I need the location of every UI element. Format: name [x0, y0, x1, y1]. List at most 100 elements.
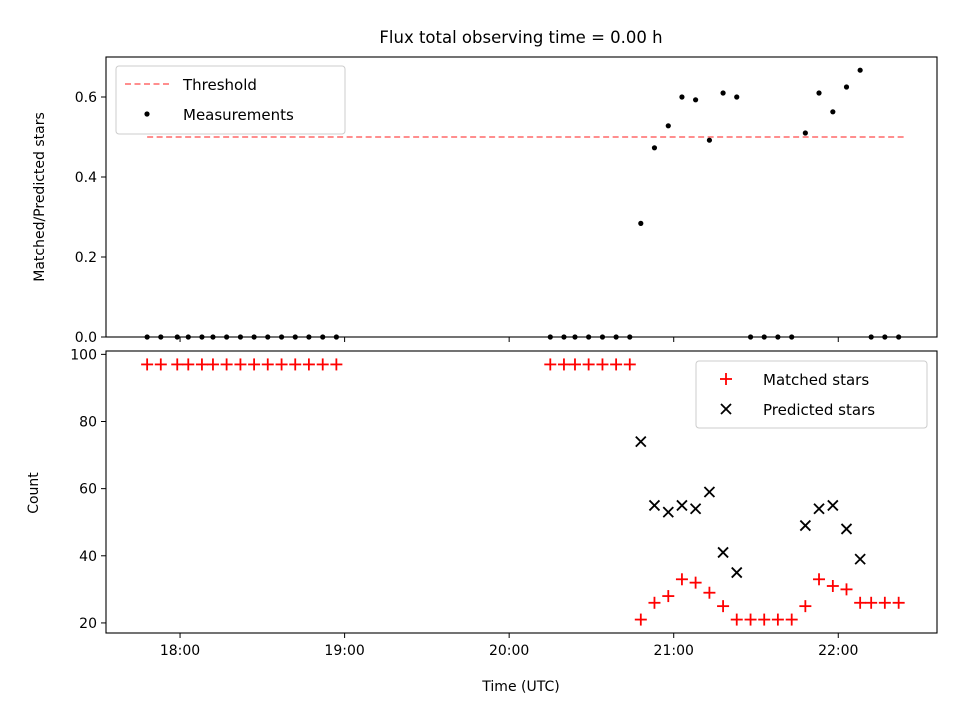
measurement-point — [651, 145, 658, 151]
bottom-y-tick-label: 40 — [79, 549, 97, 565]
matched-star-point — [610, 358, 623, 371]
matched-star-point — [234, 358, 247, 371]
matched-star-point — [689, 576, 702, 589]
matched-star-point — [261, 358, 274, 371]
matched-star-point — [892, 596, 905, 609]
measurement-point — [802, 130, 808, 136]
matched-star-point — [717, 600, 730, 613]
predicted-star-point — [717, 546, 729, 559]
measurement-point — [843, 84, 850, 90]
legend-measurements-swatch — [144, 111, 150, 117]
bottom-y-axis-label: Count — [26, 472, 42, 514]
legend-matched-label: Matched stars — [763, 371, 869, 389]
top-y-tick-label: 0.6 — [75, 90, 97, 106]
matched-star-point — [316, 358, 329, 371]
matched-star-point — [799, 600, 812, 613]
measurement-point — [679, 94, 685, 100]
legend-predicted-swatch — [720, 403, 732, 415]
matched-star-point — [302, 358, 315, 371]
bottom-y-tick-label: 100 — [70, 347, 97, 363]
bottom-y-tick-label: 60 — [79, 482, 97, 498]
predicted-star-point — [813, 503, 825, 515]
predicted-star-point — [799, 519, 811, 532]
predicted-star-point — [648, 499, 661, 512]
measurement-point — [706, 137, 713, 143]
matched-star-point — [171, 358, 184, 371]
matched-star-point — [813, 573, 826, 586]
measurement-point — [734, 94, 740, 100]
matched-star-point — [557, 358, 570, 371]
matched-star-point — [662, 590, 675, 603]
matched-star-point — [582, 358, 595, 371]
matched-star-point — [544, 358, 557, 371]
matched-star-point — [840, 583, 853, 596]
bottom-legend: Matched stars Predicted stars — [695, 360, 928, 429]
matched-star-point — [854, 596, 867, 609]
matched-star-point — [182, 358, 195, 371]
matched-star-point — [771, 613, 784, 626]
matched-star-point — [758, 613, 771, 626]
matched-star-point — [141, 358, 154, 371]
matched-star-point — [623, 358, 636, 371]
matched-star-point — [154, 358, 167, 371]
measurement-point — [720, 90, 726, 96]
matched-star-point — [878, 596, 891, 609]
matched-star-point — [865, 596, 878, 609]
bottom-panel: 20 40 60 80 100 18:00 19:00 20:00 21:00 22:00 Cou… — [26, 347, 938, 695]
bottom-axes-frame — [105, 350, 938, 634]
legend-predicted-label: Predicted stars — [763, 401, 875, 419]
predicted-star-point — [854, 553, 866, 565]
measurement-point — [830, 109, 836, 115]
top-y-tick-label: 0.2 — [75, 250, 97, 266]
legend-measurements-label: Measurements — [183, 106, 294, 124]
top-y-axis-label: Matched/Predicted stars — [32, 112, 48, 282]
bottom-y-tick-label: 80 — [79, 415, 97, 431]
top-y-tick-label: 0.4 — [75, 170, 97, 186]
predicted-star-point — [689, 503, 702, 515]
top-y-tick-label: 0.0 — [75, 330, 97, 346]
top-legend: Threshold Measurements — [115, 65, 346, 135]
measurement-point — [692, 97, 699, 103]
matched-star-point — [195, 358, 208, 371]
top-axes-frame — [105, 56, 938, 338]
matched-star-point — [568, 358, 581, 371]
matched-star-point — [289, 358, 302, 371]
matched-star-point — [744, 613, 757, 626]
x-axis-label: Time (UTC) — [481, 679, 559, 695]
matched-star-point — [785, 613, 798, 626]
matched-star-point — [730, 613, 743, 626]
predicted-star-point — [827, 499, 839, 512]
matched-star-point — [648, 596, 661, 609]
x-tick-label: 21:00 — [654, 643, 694, 659]
matched-star-point — [330, 358, 343, 371]
predicted-star-point — [731, 566, 743, 579]
x-tick-label: 19:00 — [324, 643, 364, 659]
x-tick-label: 22:00 — [818, 643, 858, 659]
legend-threshold-label: Threshold — [182, 76, 257, 94]
matched-star-point — [275, 358, 288, 371]
measurement-point — [638, 220, 644, 226]
matched-star-point — [826, 580, 839, 592]
predicted-star-point — [840, 523, 853, 535]
top-panel: 0.0 0.2 0.4 0.6 Matched/Predicted stars Thr… — [32, 56, 938, 346]
measurement-point — [857, 67, 863, 73]
bottom-legend-box — [695, 360, 928, 429]
matched-star-point — [596, 358, 609, 371]
matched-star-point — [248, 358, 261, 371]
matched-star-point — [675, 573, 688, 586]
x-tick-label: 20:00 — [489, 643, 529, 659]
predicted-star-point — [635, 436, 647, 448]
matched-star-point — [703, 586, 716, 599]
predicted-star-point — [676, 499, 688, 512]
x-tick-label: 18:00 — [160, 643, 200, 659]
chart-title: Flux total observing time = 0.00 h — [379, 28, 662, 47]
measurement-point — [816, 90, 822, 96]
matched-star-point — [206, 358, 219, 371]
matched-star-point — [634, 613, 647, 626]
measurement-point — [665, 123, 671, 129]
predicted-star-point — [662, 506, 674, 518]
predicted-star-point — [703, 486, 716, 498]
bottom-y-tick-label: 20 — [79, 616, 97, 632]
top-legend-box — [115, 65, 346, 135]
